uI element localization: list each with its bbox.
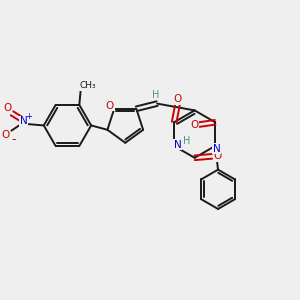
- Text: N: N: [20, 116, 27, 126]
- Text: O: O: [106, 101, 114, 111]
- Text: CH₃: CH₃: [80, 81, 96, 90]
- Text: O: O: [190, 120, 198, 130]
- Text: O: O: [173, 94, 182, 104]
- Text: N: N: [174, 140, 182, 149]
- Text: H: H: [183, 136, 191, 146]
- Text: O: O: [213, 152, 221, 161]
- Text: +: +: [25, 112, 32, 121]
- Text: H: H: [152, 90, 159, 100]
- Text: O: O: [3, 103, 11, 113]
- Text: N: N: [213, 144, 220, 154]
- Text: -: -: [11, 134, 15, 146]
- Text: O: O: [2, 130, 10, 140]
